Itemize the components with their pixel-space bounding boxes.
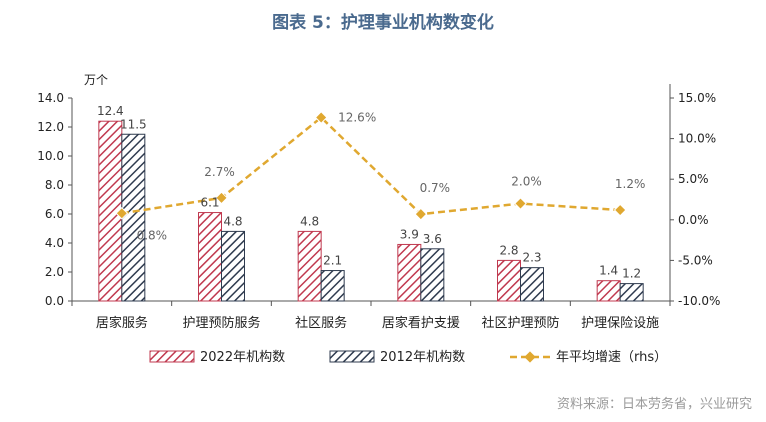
legend-swatch-2012: [329, 350, 375, 363]
bar-2022: [497, 259, 521, 302]
growth-rate-label: 2.0%: [511, 175, 542, 189]
bar-data-label: 1.2: [622, 267, 641, 281]
growth-rate-label: 0.8%: [137, 228, 168, 242]
source-note: 资料来源：日本劳务省，兴业研究: [556, 397, 752, 412]
y-axis-unit: 万个: [84, 73, 108, 87]
bar-data-label: 1.4: [599, 264, 618, 278]
x-category-label: 居家服务: [96, 315, 148, 331]
bar-2022: [297, 230, 322, 302]
y-tick-label: 10.0: [37, 149, 64, 163]
y-tick-label: 8.0: [45, 178, 64, 192]
bar-2022: [397, 243, 422, 302]
legend-label-2012: 2012年机构数: [380, 350, 465, 365]
bar-data-label: 4.8: [300, 214, 319, 228]
legend-marker-growth: [524, 351, 536, 363]
bar-2012: [121, 133, 146, 302]
bar-2022: [198, 212, 222, 302]
growth-rate-label: 1.2%: [615, 177, 646, 191]
growth-rate-point: [613, 203, 627, 217]
y2-tick-label: 15.0%: [678, 91, 716, 105]
x-category-label: 社区护理预防: [481, 315, 559, 331]
y2-tick-label: 5.0%: [678, 172, 709, 186]
y-tick-label: 0.0: [45, 294, 64, 308]
bar-2022: [596, 280, 621, 302]
bar-2012: [420, 248, 445, 302]
bar-data-label: 2.8: [499, 243, 518, 257]
y-tick-label: 2.0: [45, 265, 64, 279]
growth-rate-label: 0.7%: [420, 181, 451, 195]
x-category-label: 居家看护支援: [382, 315, 460, 331]
bar-data-label: 6.1: [200, 196, 219, 210]
chart-title: 图表 5：护理事业机构数变化: [272, 13, 494, 33]
growth-rate-label: 12.6%: [338, 110, 376, 124]
bar-2012: [221, 230, 245, 302]
bar-data-label: 4.8: [223, 214, 242, 228]
legend-label-growth: 年平均增速（rhs）: [556, 350, 667, 365]
x-category-label: 社区服务: [295, 315, 347, 331]
y2-tick-label: 10.0%: [678, 132, 716, 146]
bar-data-label: 2.1: [323, 254, 342, 268]
y-tick-label: 6.0: [45, 207, 64, 221]
growth-rate-point: [115, 206, 129, 220]
bar-2012: [320, 270, 345, 302]
bar-data-label: 3.9: [400, 227, 419, 241]
growth-rate-point: [314, 111, 328, 124]
y-tick-label: 14.0: [37, 91, 64, 105]
y-tick-label: 12.0: [37, 120, 64, 134]
y2-tick-label: 0.0%: [678, 213, 709, 227]
growth-rate-point: [414, 207, 428, 221]
x-category-label: 护理保险设施: [581, 316, 659, 331]
growth-rate-label: 2.7%: [204, 165, 235, 179]
bar-data-label: 3.6: [423, 232, 442, 246]
bar-2012: [619, 283, 644, 302]
growth-rate-line: [121, 115, 621, 216]
legend-swatch-2022: [149, 350, 195, 363]
bar-data-label: 11.5: [120, 117, 147, 131]
y2-tick-label: -10.0%: [678, 294, 720, 308]
growth-rate-point: [514, 197, 527, 210]
bar-data-label: 12.4: [97, 104, 124, 118]
bar-data-label: 2.3: [522, 251, 541, 265]
y2-tick-label: -5.0%: [678, 253, 713, 267]
legend-label-2022: 2022年机构数: [200, 350, 285, 365]
y-tick-label: 4.0: [45, 236, 64, 250]
x-category-label: 护理预防服务: [182, 315, 260, 331]
growth-rate-point: [215, 191, 228, 205]
bar-2012: [520, 267, 544, 302]
